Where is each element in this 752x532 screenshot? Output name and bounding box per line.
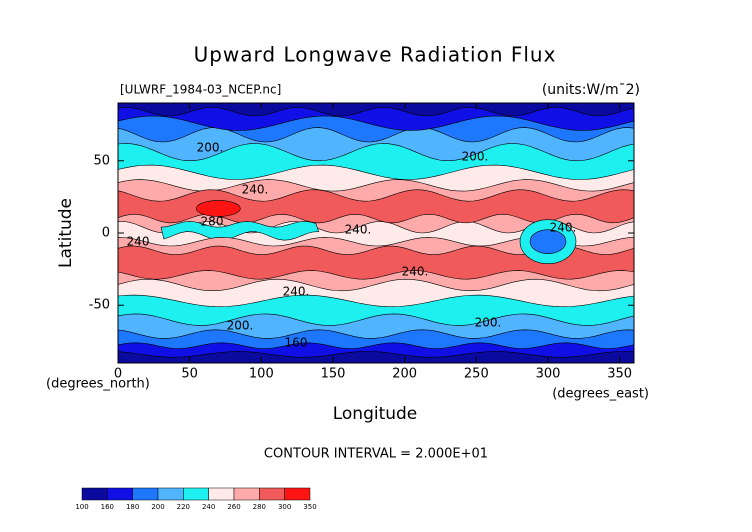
x-tick-label: 300 [536, 367, 561, 382]
colorbar-label: 180 [126, 503, 139, 511]
colorbar-label: 260 [227, 503, 240, 511]
field [118, 103, 634, 363]
colorbar-label: 280 [253, 503, 266, 511]
contour-label: 240. [242, 183, 269, 197]
colorbar-box [81, 487, 108, 501]
contour-label: 280 [201, 215, 224, 229]
colorbar-label: 300 [278, 503, 291, 511]
contour-band [118, 351, 634, 363]
contour-interval: CONTOUR INTERVAL = 2.000E+01 [264, 447, 488, 462]
contour-label: 240. [550, 221, 577, 235]
y-tick-label: 0 [102, 226, 110, 241]
colorbar-label: 240 [202, 503, 215, 511]
colorbar-label: 200 [151, 503, 164, 511]
subtitle: [ULWRF_1984-03_NCEP.nc] [120, 83, 281, 97]
x-tick-label: 150 [321, 367, 346, 382]
contour-band [118, 245, 634, 280]
x-tick-label: 0 [114, 367, 122, 382]
contour-label: 240 [127, 235, 150, 249]
colorbar-box [233, 487, 260, 501]
contour-label: 200. [475, 316, 502, 330]
colorbar-box [157, 487, 184, 501]
contour-label: 240. [402, 265, 429, 279]
x-tick-label: 250 [464, 367, 489, 382]
chart-title: Upward Longwave Radiation Flux [194, 43, 557, 67]
colorbar-box [284, 487, 311, 501]
colorbar-box [259, 487, 285, 501]
colorbar-label: 100 [75, 503, 88, 511]
x-tick-label: 100 [249, 367, 274, 382]
contour-band [118, 189, 634, 224]
contour-band [196, 200, 241, 217]
x-tick-label: 50 [181, 367, 198, 382]
colorbar-box [107, 487, 133, 501]
colorbar-box [183, 487, 209, 501]
colorbar-box [208, 487, 235, 501]
contour-band [529, 229, 567, 254]
contour-label: 240. [283, 285, 310, 299]
contour-band [118, 103, 634, 117]
x-tick-label: 350 [607, 367, 632, 382]
colorbar-label: 220 [177, 503, 190, 511]
colorbar-label: 160 [101, 503, 114, 511]
x-axis-label: Longitude [333, 404, 418, 424]
units: (units:W/m¯2) [542, 82, 640, 98]
contour-label: 200. [197, 141, 224, 155]
y-tick-label: 50 [93, 153, 110, 168]
x-unit-label: (degrees_east) [552, 387, 649, 402]
contour-label: 160 [285, 336, 308, 350]
contour-label: 240. [345, 223, 372, 237]
contour-label: 200. [462, 150, 489, 164]
contour-label: 200. [227, 319, 254, 333]
y-axis-label: Latitude [56, 198, 76, 268]
x-tick-label: 200 [392, 367, 417, 382]
colorbar-label: 350 [303, 503, 316, 511]
y-unit-label: (degrees_north) [46, 377, 150, 392]
colorbar-box [132, 487, 159, 501]
y-tick-label: -50 [89, 298, 110, 313]
